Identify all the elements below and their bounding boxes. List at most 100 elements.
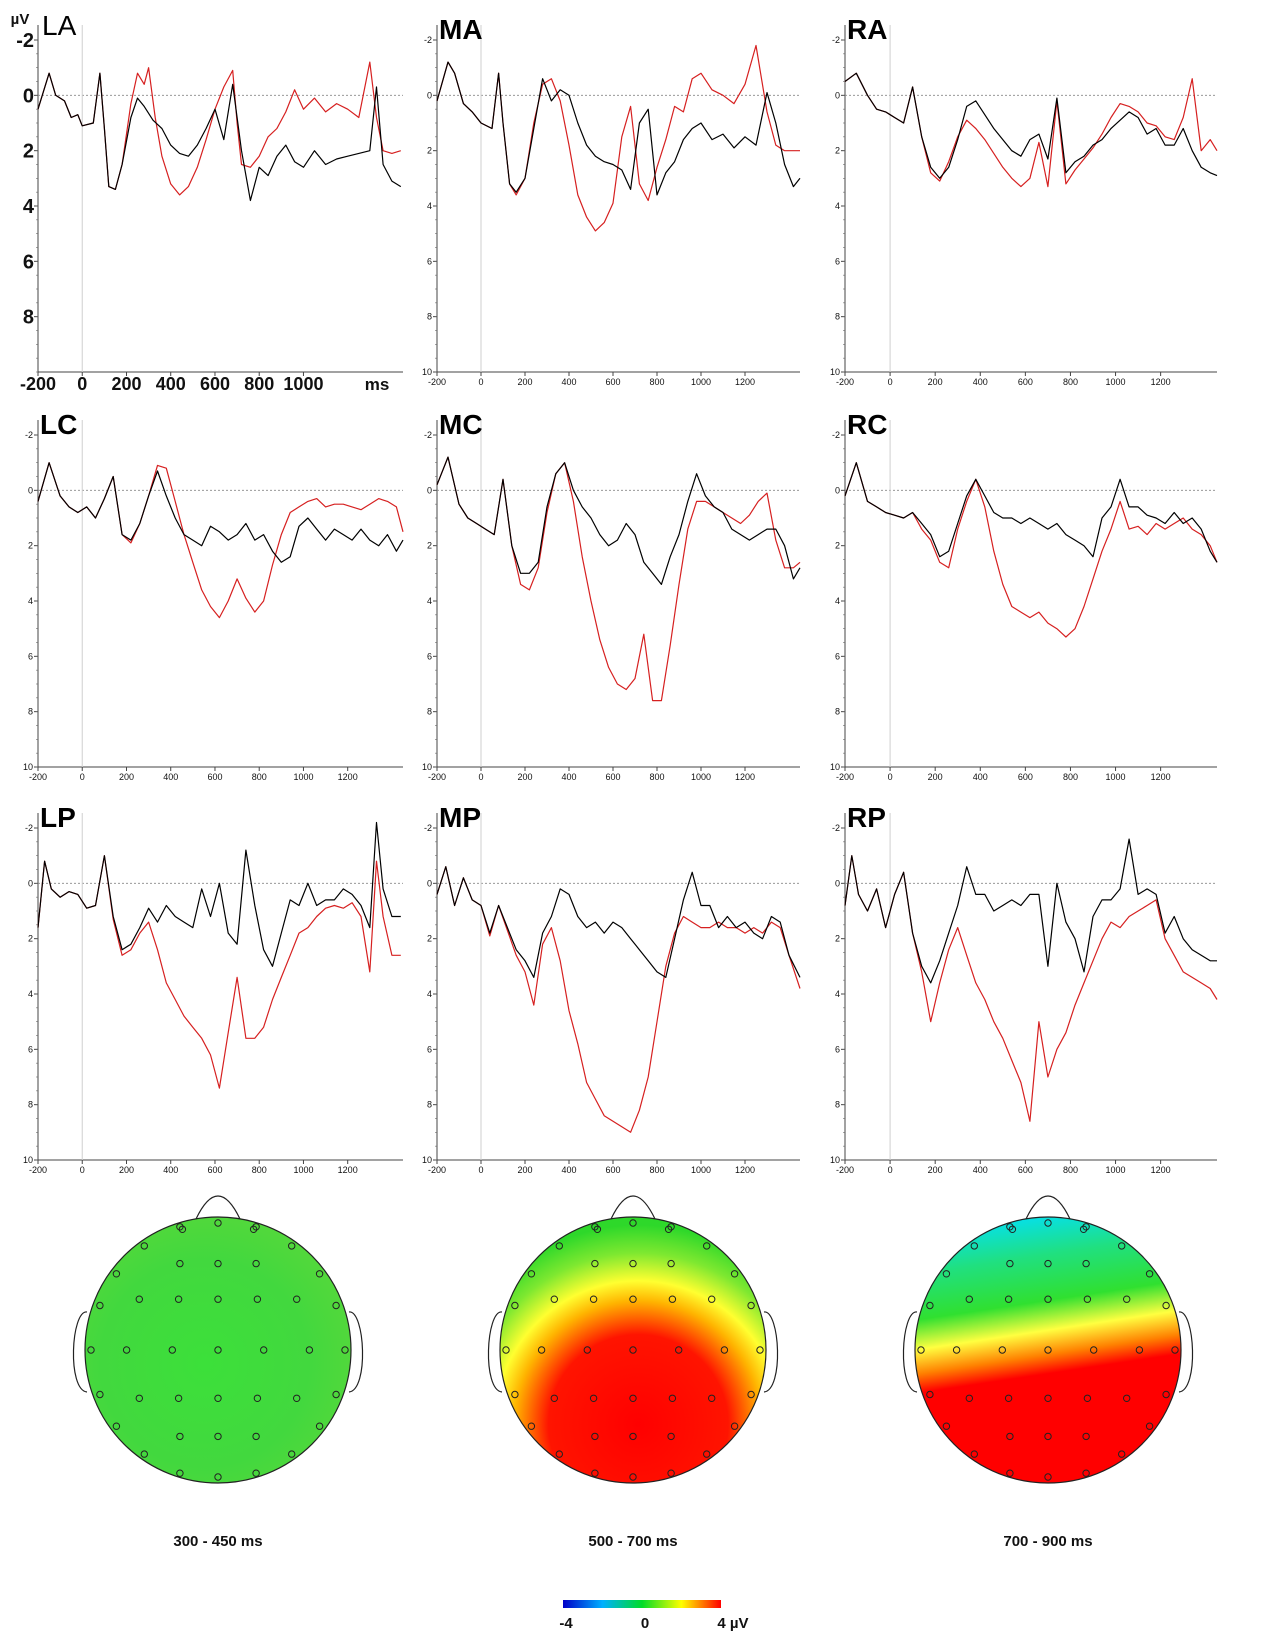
nose [195,1195,241,1220]
x-tick-label: 1200 [338,772,358,782]
electrode-marker [1083,1394,1092,1403]
y-tick-label: -2 [424,823,432,833]
x-tick-label: 0 [888,772,893,782]
electrode-marker [589,1394,598,1403]
electrode-marker [288,1242,296,1250]
electrode-marker [305,1346,314,1354]
y-tick-label: 6 [28,1044,33,1054]
topo-map-caption: 700 - 900 ms [1003,1533,1092,1550]
x-tick-label: -200 [20,374,56,394]
electrode-marker [315,1422,324,1430]
y-tick-label: 6 [427,1044,432,1054]
electrode-marker [96,1301,104,1310]
panel-title: LP [40,802,76,833]
electrode-marker [970,1450,978,1458]
electrode-marker [747,1390,755,1399]
electrode-marker [214,1346,222,1354]
electrode-marker [1006,1259,1014,1268]
electrode-marker [629,1346,637,1354]
electrode-marker [293,1394,301,1403]
electrode-marker [730,1422,739,1430]
x-tick-label: 400 [973,377,988,387]
electrode-marker [1171,1346,1179,1354]
x-tick-label: 1000 [293,1165,313,1175]
electrode-marker [591,1469,599,1477]
electrode-marker [1044,1473,1052,1481]
y-tick-label: 2 [23,141,34,163]
x-tick-label: 800 [1063,772,1078,782]
y-tick-label: 2 [427,146,432,156]
erp-panel-rp: -2 0 2 4 6 8 10-200 0 200 400 600 800 1000 1200 RP [830,802,1218,1175]
electrode-marker [511,1301,519,1310]
electrode-marker [629,1394,637,1403]
series-line-black [436,456,801,585]
electrode-marker [1044,1295,1052,1303]
erp-panel-mc: -2 0 2 4 6 8 10-200 0 200 400 600 800 1000 1200 MC [422,409,801,782]
x-tick-label: 1200 [735,1165,755,1175]
electrode-marker [176,1432,184,1441]
x-tick-label: 0 [80,772,85,782]
y-tick-label: 0 [427,90,432,100]
x-tick-label: 1200 [735,772,755,782]
erp-panel-la: -2 0 2 4 6 8 -200 0 200 400 600 800 1000 ms µV LA [11,10,403,394]
y-tick-label: 0 [427,485,432,495]
y-tick-label: 2 [427,541,432,551]
scalp-heatmap [84,1216,352,1484]
x-tick-label: 800 [252,772,267,782]
electrode-marker [332,1390,340,1399]
y-tick-label: 0 [23,85,34,107]
y-tick-label: 2 [835,146,840,156]
colorbar-gradient [563,1600,721,1608]
x-tick-label: 200 [111,374,141,394]
electrode-marker [708,1295,716,1303]
y-tick-label: -2 [25,823,33,833]
y-tick-label: 2 [28,541,33,551]
y-tick-label: 4 [427,989,432,999]
panel-title: RC [847,409,887,440]
electrode-marker [1044,1259,1052,1268]
series-line-black [37,72,402,202]
colorbar: -4 0 4 µV [559,1600,749,1632]
colorbar-max-label: 4 µV [717,1615,748,1632]
x-tick-label: 200 [119,772,134,782]
electrode-marker [629,1219,637,1227]
x-tick-label: 400 [163,772,178,782]
y-tick-label: -2 [832,430,840,440]
panel-title: MC [439,409,483,440]
electrode-marker [252,1223,260,1231]
x-tick-label: 0 [77,374,87,394]
x-tick-label: 400 [156,374,186,394]
x-tick-label: 1200 [338,1165,358,1175]
electrode-marker [668,1295,677,1303]
electrode-marker [667,1432,675,1441]
y-tick-label: 6 [427,256,432,266]
electrode-marker [214,1295,222,1303]
right-ear [348,1311,364,1393]
y-tick-label: 8 [427,312,432,322]
topo-map-caption: 300 - 450 ms [173,1533,262,1550]
x-tick-label: 800 [1063,377,1078,387]
x-tick-label: 400 [561,1165,576,1175]
electrode-marker [730,1270,739,1278]
electrode-marker [174,1394,183,1403]
x-tick-label: 200 [119,1165,134,1175]
series-line-black [844,462,1218,563]
x-unit-label: ms [365,375,390,394]
topo-map-3: 700 - 900 ms [902,1195,1194,1550]
series-line-black [37,821,401,967]
x-tick-label: 400 [561,772,576,782]
electrode-marker [249,1225,258,1234]
y-tick-label: 8 [835,707,840,717]
erp-panel-ra: -2 0 2 4 6 8 10-200 0 200 400 600 800 1000 1200 RA [830,14,1218,387]
electrode-marker [675,1346,683,1354]
y-tick-label: -2 [832,823,840,833]
y-tick-label: 0 [28,485,33,495]
x-tick-label: 1200 [1151,1165,1171,1175]
panel-title: RP [847,802,886,833]
x-tick-label: 0 [888,377,893,387]
erp-panel-mp: -2 0 2 4 6 8 10-200 0 200 400 600 800 1000 1200 MP [422,802,801,1175]
y-tick-label: 2 [28,934,33,944]
x-tick-label: -200 [836,1165,854,1175]
y-tick-label: 0 [28,878,33,888]
x-tick-label: 600 [207,1165,222,1175]
